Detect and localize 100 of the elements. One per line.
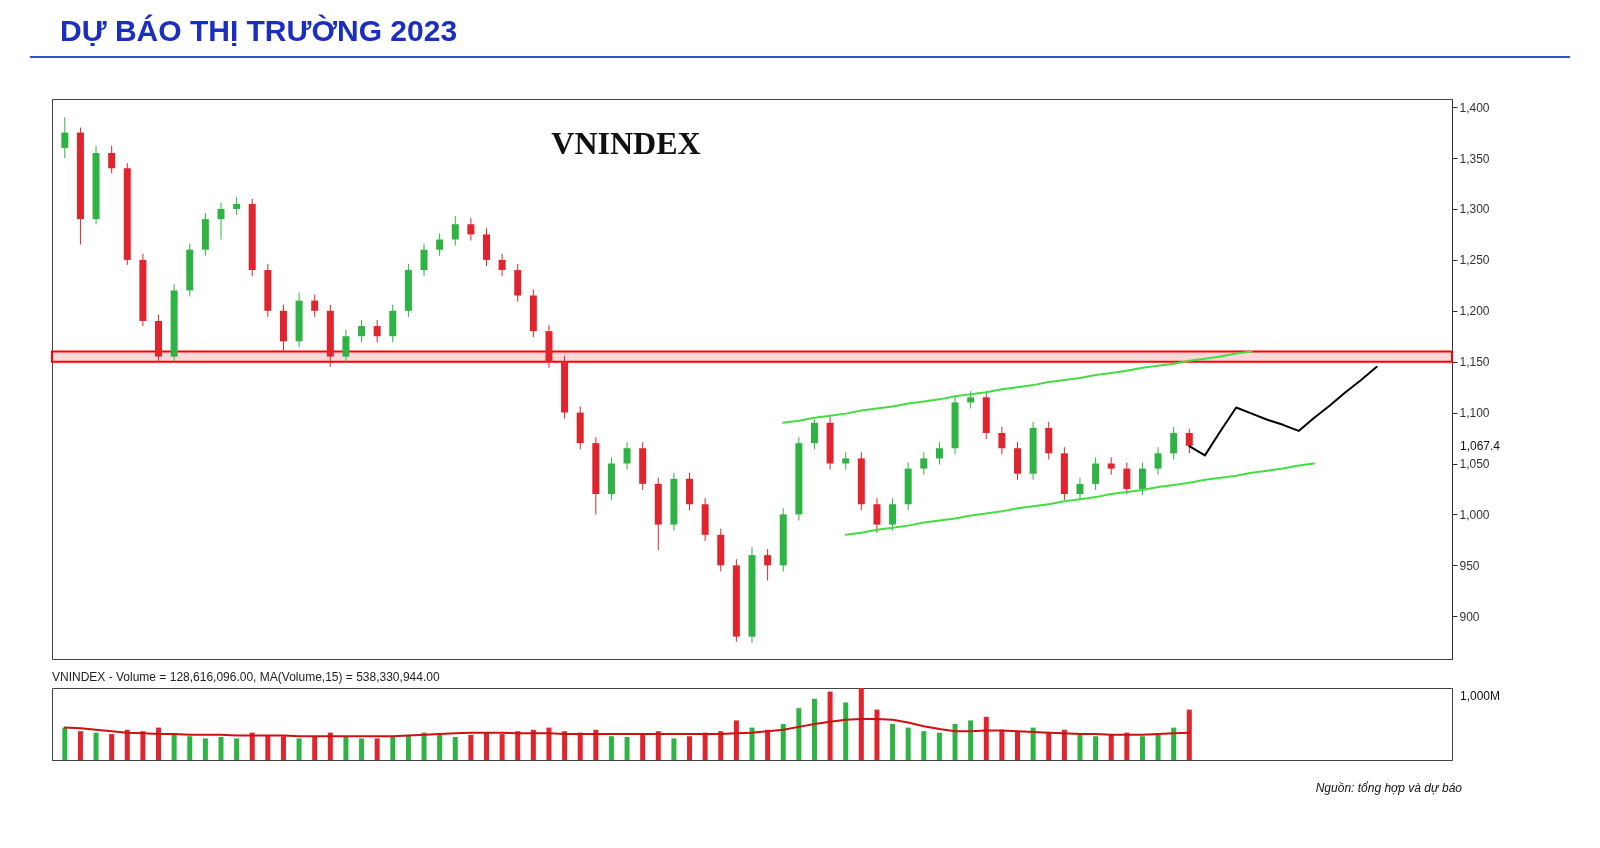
y-tick-label: 1,400 [1459, 100, 1490, 115]
bar [483, 732, 489, 760]
bar [843, 702, 849, 760]
bar [890, 724, 896, 760]
bar [140, 731, 146, 760]
bar [780, 724, 786, 760]
line-series [782, 350, 1253, 424]
bar [343, 736, 349, 760]
bar [936, 732, 942, 760]
bar [77, 731, 83, 760]
bar [1108, 734, 1114, 760]
bar [968, 720, 974, 760]
bar [811, 698, 817, 760]
bar [1139, 736, 1145, 760]
bar [530, 729, 536, 760]
bar [374, 738, 380, 760]
chart-title: VNINDEX - Volume = 128,616,096.00, MA(Volume,15) = 538,330,944.00 [52, 670, 440, 684]
candlestick [108, 145, 116, 174]
bar [124, 729, 130, 760]
bar [280, 736, 286, 760]
bar [874, 709, 880, 760]
candlestick [358, 319, 366, 343]
y-tick-label: 1,350 [1459, 151, 1490, 166]
y-tick-label: 1,100 [1459, 406, 1490, 421]
y-tick-label: 1,300 [1459, 202, 1490, 217]
bar [1061, 729, 1067, 760]
candlestick [873, 497, 881, 534]
bar [1077, 734, 1083, 760]
bar [687, 736, 693, 760]
candlestick [436, 232, 444, 257]
candlestick [233, 196, 241, 216]
candlestick [1138, 461, 1146, 496]
candlestick [342, 329, 350, 364]
bar [202, 738, 208, 760]
bar [265, 735, 271, 760]
bar [515, 731, 521, 760]
text: 1,067.4 [1460, 439, 1501, 454]
y-tick-label: 900 [1459, 609, 1480, 624]
candlestick [1092, 456, 1100, 491]
bar [1186, 709, 1192, 760]
bar [952, 724, 958, 760]
bar [359, 738, 365, 760]
bar [421, 732, 427, 760]
candlestick [217, 202, 225, 241]
candlestick [764, 548, 772, 582]
bar [93, 732, 99, 760]
candlestick [451, 215, 459, 247]
text: 1,000M [1460, 689, 1501, 703]
bar [640, 734, 646, 760]
bar [655, 731, 661, 760]
bar [702, 732, 708, 760]
bar [905, 727, 911, 760]
bar [452, 736, 458, 760]
candlestick [1170, 426, 1178, 460]
bar [187, 736, 193, 760]
bar [1155, 734, 1161, 760]
bar [999, 729, 1005, 760]
bar [562, 731, 568, 760]
bar [312, 736, 318, 760]
bar [234, 738, 240, 760]
bar [405, 734, 411, 760]
bar [577, 732, 583, 760]
bar [327, 732, 333, 760]
bar [796, 708, 802, 760]
annotation: VNINDEX [551, 125, 701, 161]
y-tick-label: 1,200 [1459, 304, 1490, 319]
line-series [844, 462, 1316, 536]
bar [1171, 727, 1177, 760]
y-tick-label: 1,250 [1459, 253, 1490, 268]
bar [827, 691, 833, 760]
y-tick-label: 950 [1459, 558, 1480, 573]
text: Nguồn: tổng hợp và dự báo [1315, 781, 1463, 795]
candlestick [498, 253, 506, 277]
y-tick-label: 1,050 [1459, 457, 1490, 472]
bar [1093, 736, 1099, 760]
y-tick-label: 1,000 [1459, 507, 1490, 522]
bar [593, 729, 599, 760]
candlestick [1154, 446, 1162, 476]
bar [171, 734, 177, 760]
y-tick-label: 1,150 [1459, 355, 1490, 370]
bar [62, 727, 68, 760]
bar [468, 734, 474, 760]
bar [546, 727, 552, 760]
bar [499, 734, 505, 760]
candlestick [935, 441, 943, 466]
bar [1030, 727, 1036, 760]
bar [733, 720, 739, 760]
bar [390, 736, 396, 760]
chart-title: DỰ BÁO THỊ TRƯỜNG 2023 [60, 13, 459, 49]
bar [858, 688, 864, 760]
bar [983, 716, 989, 760]
bar [765, 729, 771, 760]
bar [109, 734, 115, 760]
bar [1124, 732, 1130, 760]
candlestick [420, 243, 428, 277]
candlestick [623, 441, 631, 471]
bar [1046, 732, 1052, 760]
candlestick [1185, 428, 1193, 454]
bar [624, 736, 630, 760]
bar [296, 738, 302, 760]
